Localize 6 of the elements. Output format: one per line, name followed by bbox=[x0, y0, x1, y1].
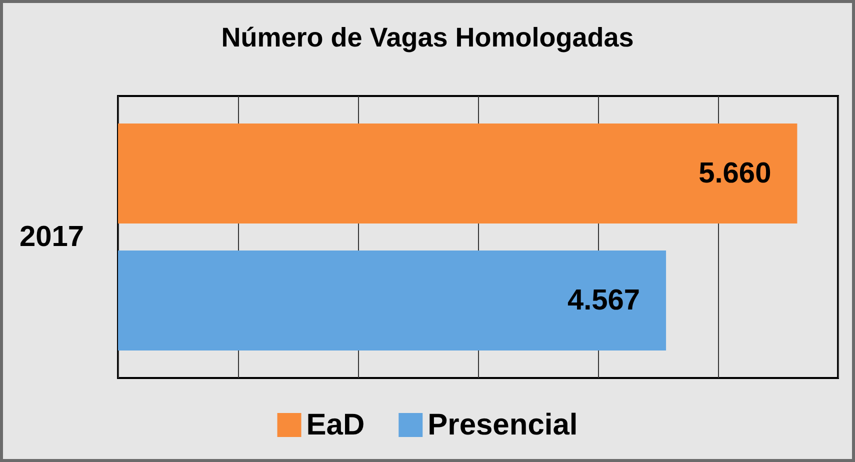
y-tick-label: 2017 bbox=[19, 221, 84, 253]
legend-label: EaD bbox=[306, 408, 365, 442]
chart-title: Número de Vagas Homologadas bbox=[221, 22, 634, 52]
data-label: 5.660 bbox=[698, 157, 772, 190]
legend-label: Presencial bbox=[428, 408, 578, 442]
data-label: 4.567 bbox=[567, 284, 640, 317]
